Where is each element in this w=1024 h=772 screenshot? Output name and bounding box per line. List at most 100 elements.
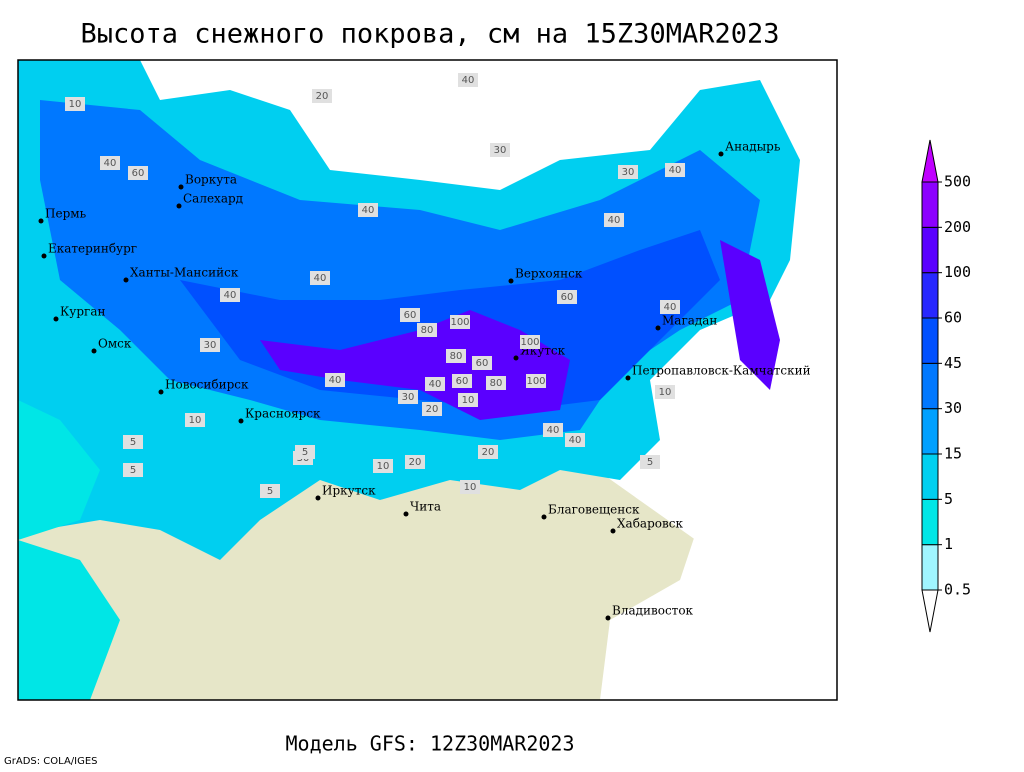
contour-label: 5	[267, 486, 273, 497]
colorbar-label: 5	[944, 490, 953, 508]
city-dot	[238, 418, 244, 424]
contour-label-box	[200, 338, 220, 352]
colorbar-box	[921, 362, 939, 410]
colorbar-label: 60	[944, 309, 962, 327]
contour-label-box	[618, 165, 638, 179]
colorbar-top-triangle	[921, 139, 939, 183]
contour-label: 40	[569, 435, 582, 446]
model-caption: Модель GFS: 12Z30MAR2023	[286, 732, 575, 756]
map	[17, 59, 838, 701]
contour-label: 10	[69, 99, 82, 110]
colorbar-box	[921, 544, 939, 591]
colorbar-box	[921, 453, 939, 500]
city-dot	[513, 355, 519, 361]
city-label: Красноярск	[245, 407, 321, 421]
sea	[140, 60, 300, 110]
city-label: Екатеринбург	[48, 242, 137, 256]
contour-label-box	[478, 445, 498, 459]
colorbar-label: 0.5	[944, 581, 971, 599]
colorbar-bottom-triangle	[921, 589, 939, 633]
colorbar-label: 1	[944, 535, 953, 553]
contour-label: 40	[608, 215, 621, 226]
colorbar-box	[921, 317, 939, 364]
contour-label: 40	[429, 379, 442, 390]
colorbar-box	[921, 272, 939, 319]
contour-label: 40	[104, 158, 117, 169]
contour-label: 30	[494, 145, 507, 156]
contour-label-box	[400, 308, 420, 322]
city-dot	[541, 514, 547, 520]
contour-label: 40	[362, 205, 375, 216]
contour-label-box	[422, 402, 442, 416]
contour-label: 5	[130, 437, 136, 448]
contour-label: 80	[490, 378, 503, 389]
colorbar-label: 15	[944, 445, 962, 463]
contour-label-box	[405, 455, 425, 469]
city-label: Курган	[60, 305, 105, 319]
colorbar-box	[921, 181, 939, 228]
colorbar-box	[921, 408, 939, 455]
city-label: Чита	[410, 500, 441, 514]
contour-label-box	[260, 484, 280, 498]
city-label: Иркутск	[322, 484, 376, 498]
contour-label: 5	[302, 447, 308, 458]
contour-label: 80	[450, 351, 463, 362]
city-dot	[158, 389, 164, 395]
city-label: Анадырь	[725, 140, 781, 154]
colorbar-label: 45	[944, 354, 962, 372]
contour-label: 10	[464, 482, 477, 493]
contour-label-box	[486, 376, 506, 390]
contour-label: 40	[664, 302, 677, 313]
contour-label: 100	[520, 337, 539, 348]
contour-label-box	[655, 385, 675, 399]
contour-label-box	[123, 463, 143, 477]
map-frame	[17, 59, 838, 701]
contour-label-box	[312, 89, 332, 103]
contour-label: 40	[669, 165, 682, 176]
colorbar-box	[921, 498, 939, 546]
contour-label: 80	[421, 325, 434, 336]
city-dot	[41, 253, 47, 259]
contour-label: 30	[204, 340, 217, 351]
contour-label-box	[425, 377, 445, 391]
contour-label: 40	[314, 273, 327, 284]
contour-label-box	[128, 166, 148, 180]
city-dot	[610, 528, 616, 534]
contour-label: 40	[329, 375, 342, 386]
colorbar-box	[921, 226, 939, 274]
contour-label: 30	[402, 392, 415, 403]
contour-label-box	[472, 356, 492, 370]
city-dot	[315, 495, 321, 501]
contour-label-box	[604, 213, 624, 227]
contour-label: 40	[462, 75, 475, 86]
contour-label-box	[358, 203, 378, 217]
contour-label-box	[65, 97, 85, 111]
city-dot	[123, 277, 129, 283]
contour-label-box	[660, 300, 680, 314]
contour-label: 10	[462, 395, 475, 406]
contour-label-box	[220, 288, 240, 302]
contour-label: 60	[561, 292, 574, 303]
contour-label: 60	[132, 168, 145, 179]
snow-5b	[18, 540, 120, 700]
contour-label: 60	[404, 310, 417, 321]
contour-label: 60	[476, 358, 489, 369]
contour-label-box	[373, 459, 393, 473]
contour-label: 60	[456, 376, 469, 387]
city-dot	[53, 316, 59, 322]
colorbar-label: 100	[944, 263, 971, 281]
contour-label-box	[557, 290, 577, 304]
contour-label-box	[543, 423, 563, 437]
city-label: Верхоянск	[515, 267, 583, 281]
colorbar-label: 200	[944, 218, 971, 236]
city-dot	[403, 511, 409, 517]
contour-label: 40	[547, 425, 560, 436]
contour-label-box	[446, 349, 466, 363]
snow-kamchatka	[720, 240, 780, 390]
contour-label: 20	[409, 457, 422, 468]
city-label: Хабаровск	[617, 517, 683, 531]
city-label: Петропавловск-Камчатский	[632, 364, 811, 378]
contour-label-box	[450, 315, 470, 329]
contour-label: 40	[224, 290, 237, 301]
